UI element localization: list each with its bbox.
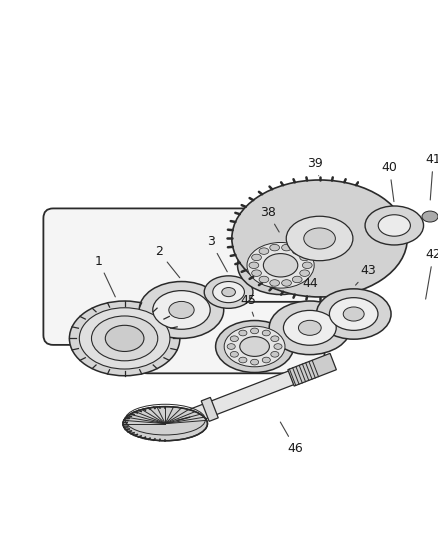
Ellipse shape	[237, 236, 323, 295]
Text: 45: 45	[240, 294, 255, 316]
Ellipse shape	[286, 216, 352, 261]
Ellipse shape	[328, 297, 377, 330]
Polygon shape	[287, 353, 336, 386]
Ellipse shape	[421, 211, 437, 222]
Ellipse shape	[302, 262, 311, 269]
Ellipse shape	[261, 357, 270, 363]
Ellipse shape	[221, 287, 235, 297]
Ellipse shape	[123, 407, 207, 441]
Text: 46: 46	[280, 422, 302, 455]
Ellipse shape	[105, 325, 144, 351]
Ellipse shape	[248, 262, 258, 269]
Ellipse shape	[299, 254, 309, 261]
Ellipse shape	[250, 359, 258, 365]
Ellipse shape	[238, 330, 247, 336]
Ellipse shape	[152, 290, 210, 329]
Ellipse shape	[139, 281, 223, 338]
Ellipse shape	[258, 248, 268, 254]
Ellipse shape	[91, 316, 157, 361]
Text: 39: 39	[306, 157, 322, 176]
FancyBboxPatch shape	[139, 302, 324, 373]
Ellipse shape	[224, 326, 284, 367]
Text: 3: 3	[206, 235, 227, 272]
Ellipse shape	[269, 280, 279, 286]
Ellipse shape	[343, 307, 364, 321]
Ellipse shape	[270, 351, 278, 357]
Ellipse shape	[169, 302, 194, 319]
Ellipse shape	[226, 344, 235, 349]
Ellipse shape	[204, 276, 252, 308]
Ellipse shape	[215, 320, 293, 373]
Text: 38: 38	[259, 206, 279, 232]
Ellipse shape	[261, 330, 270, 336]
Ellipse shape	[364, 206, 423, 245]
Ellipse shape	[281, 244, 291, 251]
Text: 44: 44	[301, 278, 317, 297]
Ellipse shape	[230, 336, 238, 342]
Polygon shape	[413, 204, 438, 229]
Ellipse shape	[251, 254, 261, 261]
Text: 41: 41	[424, 153, 438, 200]
Polygon shape	[201, 398, 218, 422]
Ellipse shape	[268, 301, 350, 354]
Ellipse shape	[258, 276, 268, 282]
Ellipse shape	[303, 228, 335, 249]
Ellipse shape	[281, 280, 291, 286]
Ellipse shape	[231, 180, 406, 297]
Ellipse shape	[239, 337, 269, 357]
Ellipse shape	[378, 215, 410, 236]
Ellipse shape	[316, 289, 390, 339]
Ellipse shape	[238, 357, 247, 363]
Ellipse shape	[298, 320, 321, 335]
Ellipse shape	[250, 328, 258, 334]
Polygon shape	[187, 360, 321, 424]
Text: 1: 1	[95, 255, 115, 297]
Ellipse shape	[247, 243, 314, 288]
Ellipse shape	[273, 344, 281, 349]
Ellipse shape	[251, 270, 261, 277]
Ellipse shape	[299, 270, 309, 277]
Ellipse shape	[263, 254, 297, 277]
Text: 40: 40	[381, 161, 396, 201]
Ellipse shape	[79, 308, 170, 369]
Ellipse shape	[69, 301, 180, 376]
Text: 42: 42	[424, 248, 438, 299]
Ellipse shape	[270, 336, 278, 342]
FancyBboxPatch shape	[43, 208, 331, 345]
Ellipse shape	[230, 351, 238, 357]
Ellipse shape	[212, 281, 244, 303]
Ellipse shape	[283, 310, 336, 345]
Ellipse shape	[269, 244, 279, 251]
Text: 2: 2	[155, 245, 179, 278]
Ellipse shape	[292, 276, 301, 282]
Ellipse shape	[292, 248, 301, 254]
Text: 43: 43	[355, 264, 375, 285]
